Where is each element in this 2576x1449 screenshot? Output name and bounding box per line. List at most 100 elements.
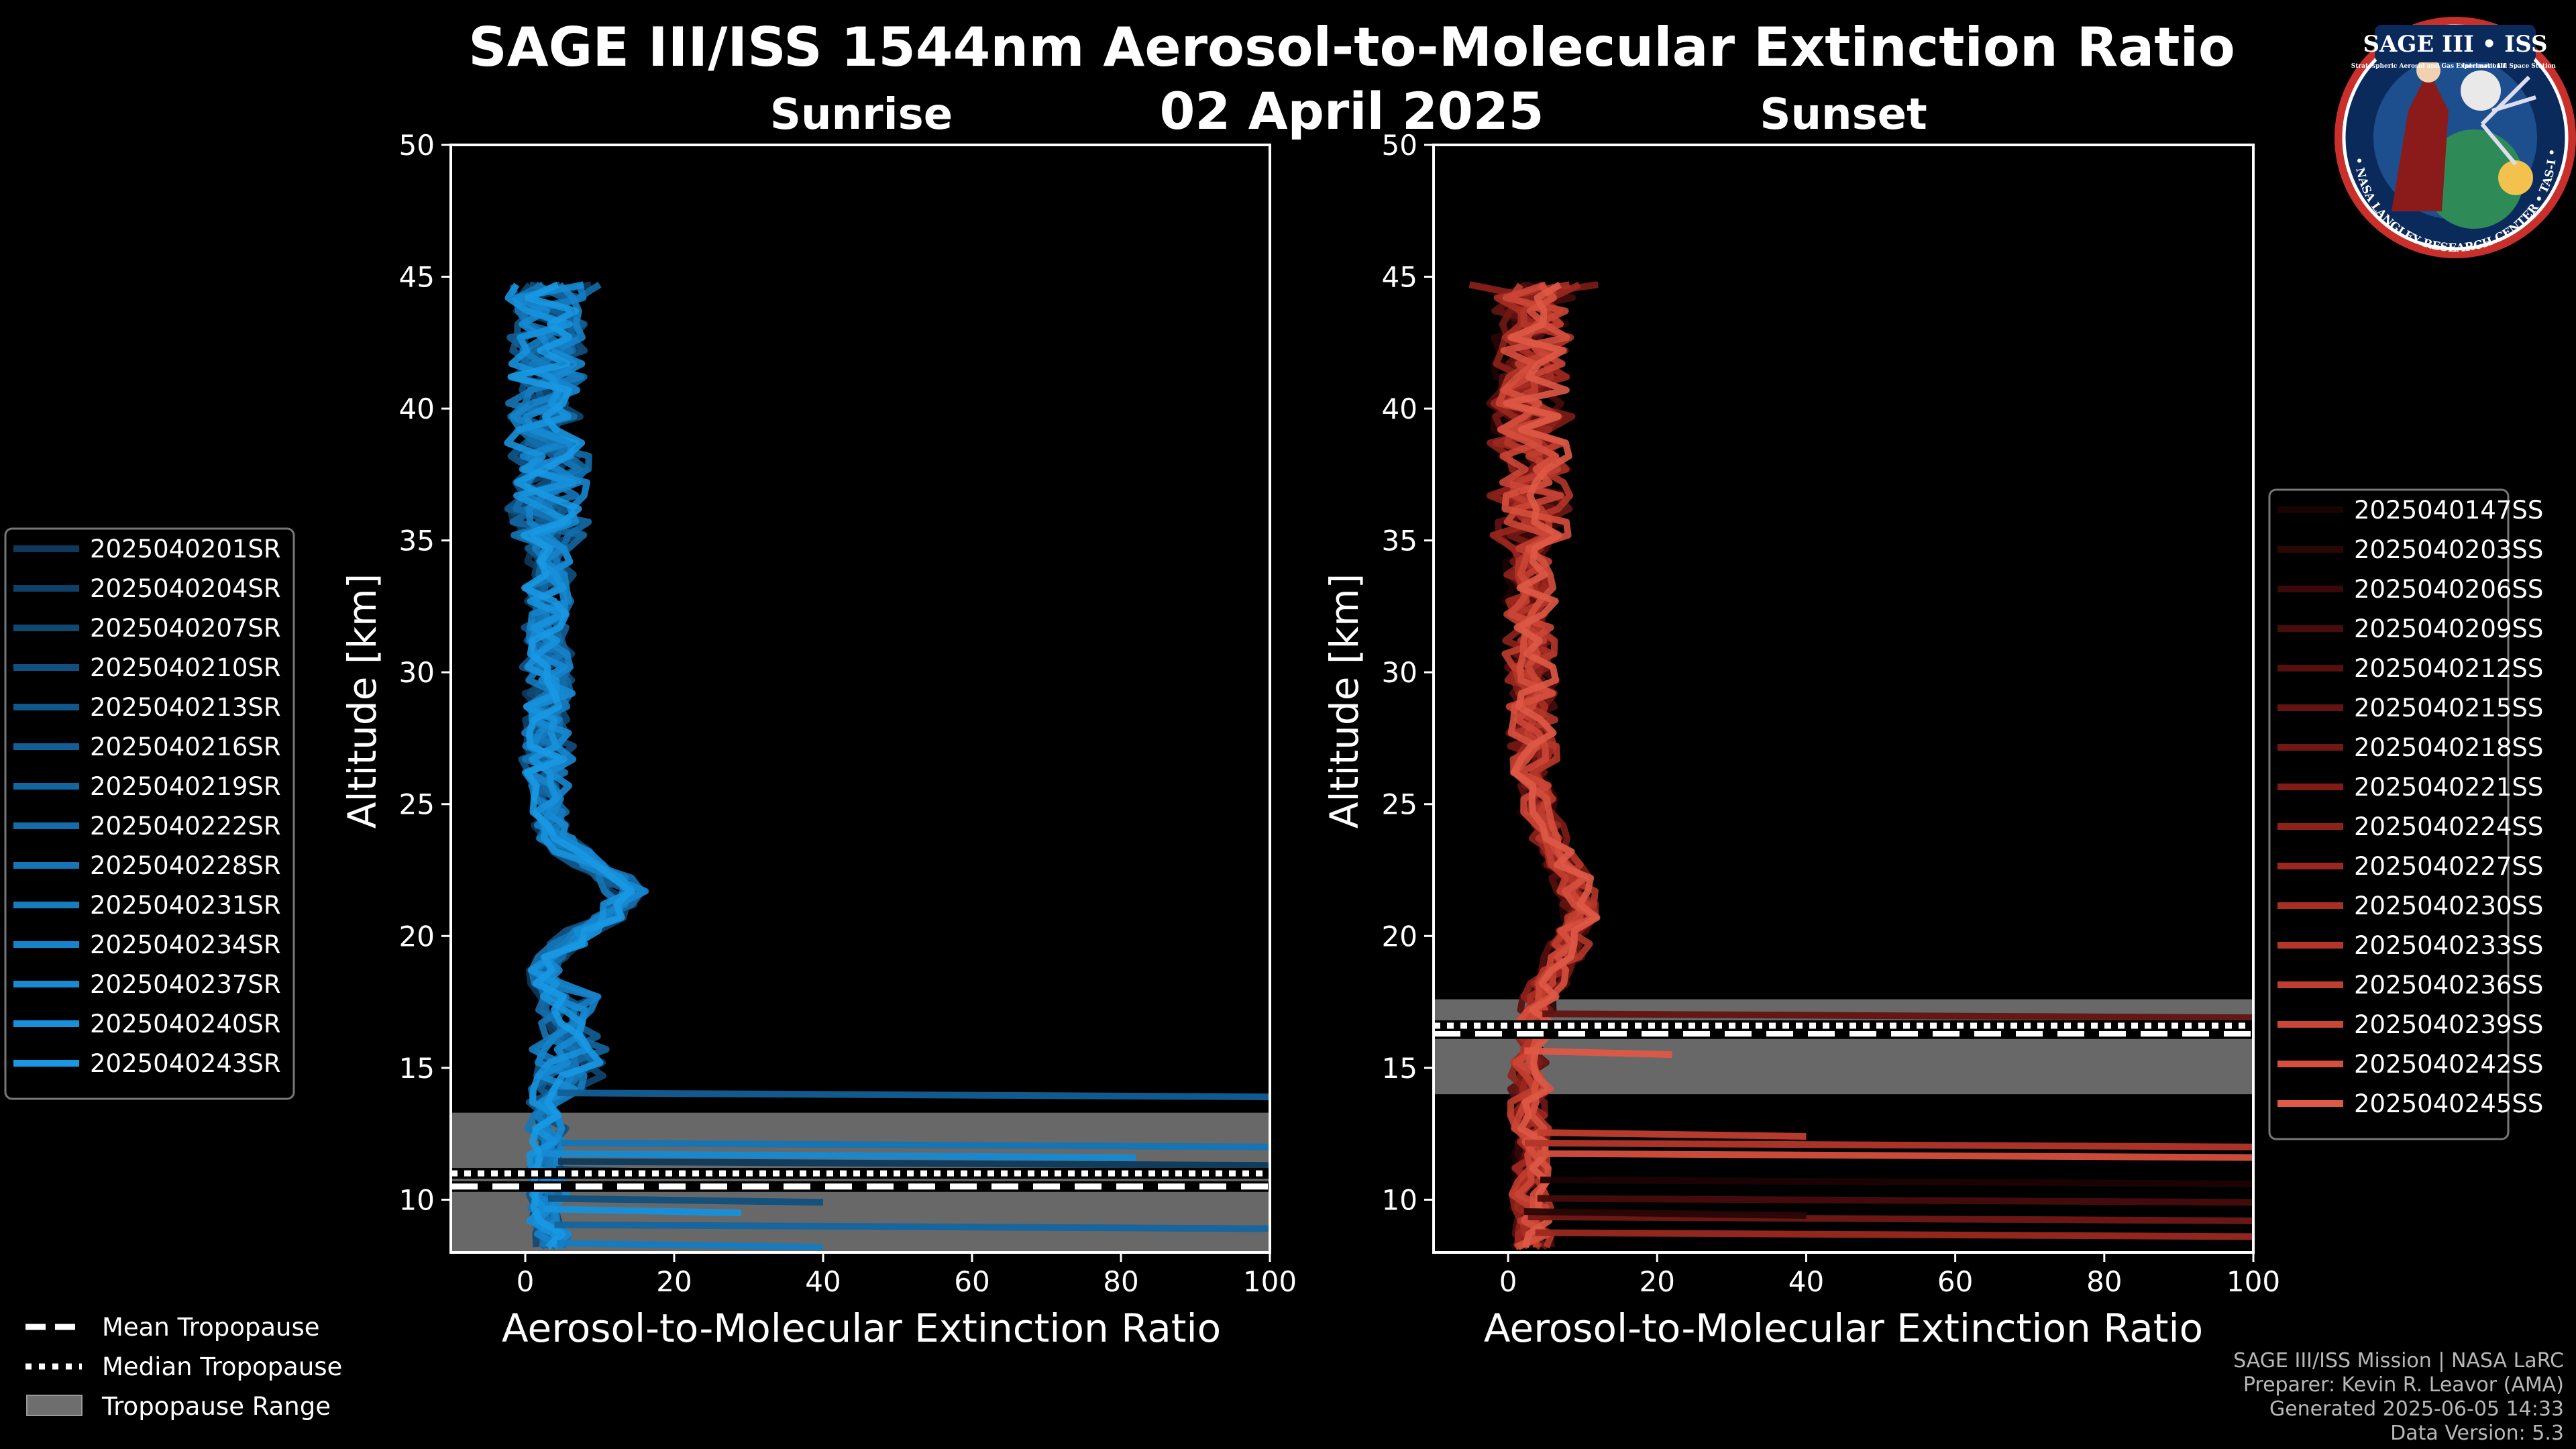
badge-line2: International Space Station xyxy=(2462,63,2556,70)
sunset-ytick-label: 35 xyxy=(1382,525,1417,557)
sunset-legend-label: 2025040245SS xyxy=(2354,1089,2543,1118)
sunset-xlabel: Aerosol-to-Molecular Extinction Ratio xyxy=(1484,1305,2203,1351)
sunrise-xtick-label: 80 xyxy=(1103,1265,1138,1298)
sunset-ytick-label: 45 xyxy=(1382,261,1417,294)
tropopause-legend: Mean Tropopause Median Tropopause Tropopau… xyxy=(25,1313,342,1421)
sunrise-panel-title: Sunrise xyxy=(770,90,953,140)
sunrise-legend-label: 2025040231SR xyxy=(90,891,281,920)
sunset-legend-label: 2025040209SS xyxy=(2354,614,2543,643)
sunset-legend-label: 2025040203SS xyxy=(2354,535,2543,564)
sunrise-ylabel: Altitude [km] xyxy=(339,574,385,828)
sunset-layer-spike xyxy=(1537,1195,2254,1206)
sunset-xtick-label: 20 xyxy=(1640,1265,1675,1298)
sunset-legend-label: 2025040230SS xyxy=(2354,892,2543,920)
sunrise-plot: 0 20 40 60 80 100 10 15 20 25 30 35 40 45 50 Aerosol-… xyxy=(339,129,1297,1351)
sunset-layer-spike xyxy=(1537,1129,1807,1140)
sunset-legend-label: 2025040206SS xyxy=(2354,575,2543,604)
sunset-profile-2025040245SS xyxy=(1503,281,1601,1248)
sunset-legend: 2025040147SS 2025040203SS 2025040206SS 2025… xyxy=(2268,488,2543,1140)
sunset-ylabel: Altitude [km] xyxy=(1322,574,1367,828)
sunset-plot-frame xyxy=(1432,144,2255,1254)
sunset-layer-spike xyxy=(1537,1150,2254,1161)
sunrise-xtick-label: 40 xyxy=(805,1265,841,1298)
sunset-layer-spike xyxy=(1527,1213,2254,1224)
sunset-layer-spike xyxy=(1542,1010,2254,1022)
sunset-panel-title: Sunset xyxy=(1760,90,1927,140)
tropopause-range-swatch xyxy=(26,1395,83,1416)
sunrise-ytick-label: 15 xyxy=(399,1052,435,1085)
sunrise-legend-label: 2025040204SR xyxy=(90,574,281,603)
sunset-xtick-label: 40 xyxy=(1788,1265,1824,1298)
sunset-layer-spike xyxy=(1524,1139,2254,1150)
sunset-legend-label: 2025040147SS xyxy=(2354,496,2543,525)
sunset-layer-spike xyxy=(1523,1208,1807,1219)
sunset-layer-spike xyxy=(1535,1229,2254,1240)
sunrise-legend-label: 2025040228SR xyxy=(90,851,281,880)
sunset-ytick-label: 10 xyxy=(1382,1183,1417,1216)
sunrise-layer-spike xyxy=(557,1089,1271,1101)
sunset-xtick-label: 0 xyxy=(1499,1265,1517,1298)
sunrise-ytick-label: 30 xyxy=(399,656,435,689)
sunrise-layer-spike xyxy=(547,1195,824,1206)
sunrise-legend-label: 2025040207SR xyxy=(90,614,281,643)
sunrise-layer-spike xyxy=(560,1139,1271,1150)
sunrise-legend-label: 2025040222SR xyxy=(90,812,281,841)
sunrise-legend-label: 2025040201SR xyxy=(90,535,281,564)
date-subtitle: 02 April 2025 xyxy=(1159,81,1544,141)
sunrise-legend-label: 2025040213SR xyxy=(90,693,281,722)
sunrise-xtick-label: 60 xyxy=(954,1265,989,1298)
sunset-legend-label: 2025040224SS xyxy=(2354,812,2543,841)
sunrise-profile-2025040243SR xyxy=(507,281,634,1250)
sunset-xtick-label: 80 xyxy=(2086,1265,2122,1298)
sunset-layer-spike xyxy=(1524,1047,1672,1059)
credit-version: Data Version: 5.3 xyxy=(2390,1421,2564,1445)
sunrise-legend-label: 2025040243SR xyxy=(90,1049,281,1078)
sun-icon xyxy=(2498,160,2533,195)
credit-preparer: Preparer: Kevin R. Leavor (AMA) xyxy=(2243,1373,2564,1397)
sunrise-xtick-label: 0 xyxy=(517,1265,535,1298)
sunrise-ytick-label: 25 xyxy=(399,788,435,821)
sunrise-legend-label: 2025040234SR xyxy=(90,930,281,959)
sunset-legend-box xyxy=(2268,488,2510,1140)
sunrise-ytick-label: 45 xyxy=(399,261,435,294)
tropopause-legend-label: Tropopause Range xyxy=(101,1392,331,1421)
sunrise-profile-2025040237SR xyxy=(513,281,649,1250)
sunrise-legend-label: 2025040216SR xyxy=(90,733,281,761)
tropopause-legend-label: Median Tropopause xyxy=(102,1352,342,1381)
sunrise-layer-spike xyxy=(557,1158,1271,1169)
sunset-legend-label: 2025040218SS xyxy=(2354,733,2543,762)
moon-icon xyxy=(2461,70,2501,111)
sage-iii-iss-mission-badge: SAGE III • ISS Stratospheric Aerosol and… xyxy=(2334,17,2576,258)
main-title: SAGE III/ISS 1544nm Aerosol-to-Molecular… xyxy=(468,16,2235,78)
sunrise-legend-box xyxy=(4,527,295,1100)
tropopause-legend-label: Mean Tropopause xyxy=(102,1313,320,1342)
sunset-legend-label: 2025040227SS xyxy=(2354,852,2543,881)
sunrise-ytick-label: 35 xyxy=(399,525,435,557)
station-icon xyxy=(2480,75,2536,166)
sunset-legend-label: 2025040233SS xyxy=(2354,931,2543,960)
sunrise-legend-label: 2025040210SR xyxy=(90,653,281,682)
sunrise-ytick-label: 20 xyxy=(399,920,435,953)
sunset-legend-label: 2025040215SS xyxy=(2354,694,2543,722)
credits: SAGE III/ISS Mission | NASA LaRC Prepare… xyxy=(2233,1349,2564,1445)
sunset-ytick-label: 15 xyxy=(1382,1052,1417,1085)
credit-mission: SAGE III/ISS Mission | NASA LaRC xyxy=(2233,1349,2564,1373)
sunrise-legend-label: 2025040237SR xyxy=(90,970,281,999)
sunset-ytick-label: 50 xyxy=(1382,129,1417,162)
sunset-ytick-label: 40 xyxy=(1382,392,1417,425)
sunrise-legend: 2025040201SR 2025040204SR 2025040207SR 2025… xyxy=(4,527,295,1100)
sunset-ytick-label: 30 xyxy=(1382,656,1417,689)
sunset-plot: 0 20 40 60 80 100 10 15 20 25 30 35 40 45 50 Aerosol-… xyxy=(1322,129,2280,1351)
badge-line1: Stratospheric Aerosol and Gas Experiment… xyxy=(2351,63,2506,70)
sunset-xtick-label: 100 xyxy=(2226,1265,2280,1298)
sunrise-layer-spike xyxy=(541,1150,1136,1161)
sunrise-ytick-label: 10 xyxy=(399,1183,435,1216)
sunset-legend-label: 2025040212SS xyxy=(2354,654,2543,683)
sunrise-layer-spike xyxy=(543,1205,742,1217)
sunrise-xlabel: Aerosol-to-Molecular Extinction Ratio xyxy=(502,1305,1221,1351)
sunset-layer-spike xyxy=(1540,1176,2254,1187)
sunset-legend-label: 2025040221SS xyxy=(2354,773,2543,802)
credit-generated: Generated 2025-06-05 14:33 xyxy=(2269,1397,2564,1421)
sunrise-layer-spike xyxy=(554,1221,1271,1232)
